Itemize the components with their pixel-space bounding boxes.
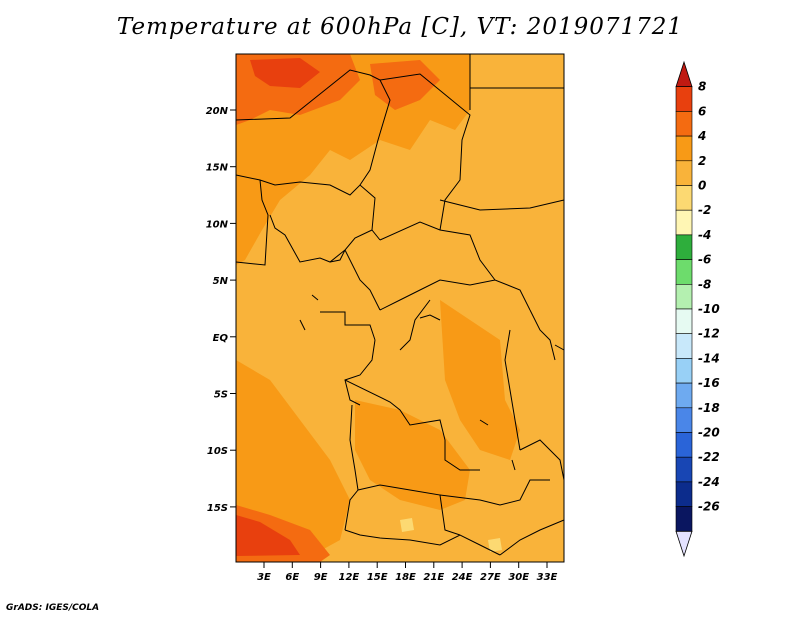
colorbar-label: -12 xyxy=(698,327,720,341)
lat-tick-label: 10N xyxy=(206,219,229,230)
colorbar-label: -6 xyxy=(698,253,711,267)
colorbar-segment xyxy=(675,209,693,236)
colorbar-segment xyxy=(675,185,693,211)
colorbar-segment xyxy=(675,111,693,137)
colorbar-segment xyxy=(675,506,693,532)
hot-region-northeast xyxy=(370,60,440,110)
warm-region-west xyxy=(236,360,350,562)
colorbar-max-arrow xyxy=(675,60,693,88)
colorbar-label: -10 xyxy=(698,302,720,316)
colorbar-segment xyxy=(675,432,693,458)
warm-region-east xyxy=(440,300,520,460)
colorbar-segment xyxy=(675,283,693,310)
lon-tick-label: 18E xyxy=(395,572,416,583)
colorbar-segment xyxy=(675,333,693,359)
country-borders xyxy=(235,54,565,556)
colorbar-label: 8 xyxy=(698,80,706,94)
colorbar-label: -22 xyxy=(698,450,720,464)
colorbar-label: -8 xyxy=(698,277,711,291)
colorbar-label: -18 xyxy=(698,401,720,415)
colorbar-segment xyxy=(675,407,693,433)
cool-patch-south xyxy=(400,518,414,532)
colorbar-segment xyxy=(675,382,693,409)
lon-tick-label: 21E xyxy=(423,572,444,583)
colorbar-segment xyxy=(675,358,693,384)
map-frame xyxy=(235,53,565,563)
colorbar-label: 4 xyxy=(697,129,706,143)
longitude-axis: 3E 6E 9E 12E 15E 18E 21E 24E 27E 30E 33E xyxy=(257,562,558,583)
colorbar-label: -14 xyxy=(698,351,720,365)
lat-tick-label: 5N xyxy=(213,276,229,287)
colorbar-label: 6 xyxy=(698,104,706,118)
hottest-region-southwest xyxy=(236,515,300,556)
lon-tick-label: 30E xyxy=(508,572,529,583)
lon-tick-label: 9E xyxy=(314,572,328,583)
colorbar-segment xyxy=(675,481,693,507)
hottest-region-north xyxy=(250,58,320,88)
lon-tick-label: 6E xyxy=(285,572,299,583)
colorbar-label: -4 xyxy=(698,228,711,242)
colorbar-label: 0 xyxy=(698,179,706,193)
colorbar-segment xyxy=(675,234,693,260)
colorbar: 8 6 4 2 0 -2 -4 -6 -8 -10 -12 -14 -16 -18 -20 -22 -24 -26 xyxy=(675,60,720,558)
colorbar-label: -20 xyxy=(698,426,720,440)
colorbar-segment xyxy=(675,135,693,162)
lat-tick-label: 15N xyxy=(206,163,229,174)
colorbar-label: -16 xyxy=(698,376,720,390)
colorbar-segment xyxy=(675,456,693,483)
map-title: Temperature at 600hPa [C], VT: 201907172… xyxy=(116,14,684,40)
lat-tick-label: 15S xyxy=(207,503,228,514)
warm-region-south xyxy=(355,400,470,510)
colorbar-label: -26 xyxy=(698,500,720,514)
cool-patch-southeast xyxy=(488,538,502,552)
lon-tick-label: 27E xyxy=(480,572,501,583)
temperature-field xyxy=(235,53,565,563)
colorbar-label: 2 xyxy=(698,154,706,168)
lon-tick-label: 33E xyxy=(537,572,558,583)
lat-tick-label: EQ xyxy=(213,333,229,344)
latitude-axis: 20N 15N 10N 5N EQ 5S 10S 15S xyxy=(206,106,236,514)
lat-tick-label: 10S xyxy=(207,446,228,457)
lon-tick-label: 24E xyxy=(452,572,473,583)
lat-tick-label: 5S xyxy=(214,390,228,401)
temperature-contours xyxy=(236,54,520,562)
colorbar-label: -2 xyxy=(698,203,711,217)
colorbar-segment xyxy=(675,160,693,186)
lon-tick-label: 3E xyxy=(257,572,271,583)
colorbar-min-arrow xyxy=(675,530,693,558)
grads-credit: GrADS: IGES/COLA xyxy=(6,603,100,613)
colorbar-label: -24 xyxy=(698,475,720,489)
colorbar-segment xyxy=(675,86,693,112)
colorbar-segment xyxy=(675,308,693,335)
lon-tick-label: 15E xyxy=(367,572,388,583)
lon-tick-label: 12E xyxy=(339,572,360,583)
colorbar-segment xyxy=(675,259,693,285)
lat-tick-label: 20N xyxy=(206,106,229,117)
